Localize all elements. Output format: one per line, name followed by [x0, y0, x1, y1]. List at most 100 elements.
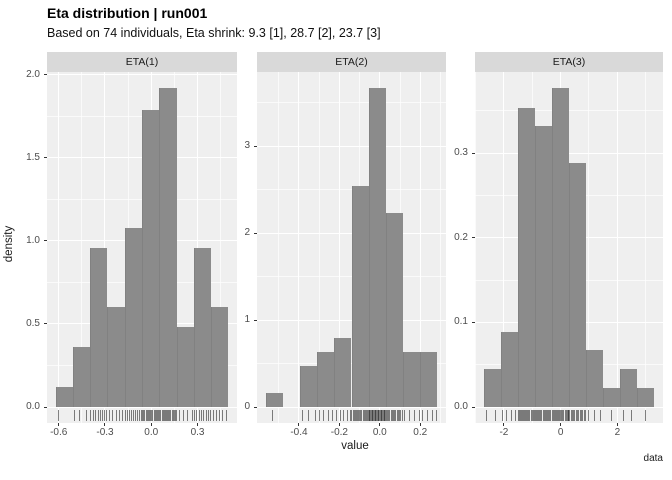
- rug-tick: [85, 410, 87, 422]
- x-tick-label: -0.3: [96, 427, 114, 438]
- x-tick-label: 0.0: [144, 427, 159, 438]
- histogram-bar: [603, 388, 621, 407]
- rug-tick: [547, 410, 549, 421]
- histogram-bar: [483, 368, 501, 407]
- gridline-minor-x: [318, 72, 320, 423]
- y-tick-label: 1.0: [26, 234, 40, 246]
- x-tick-mark: [58, 423, 60, 426]
- facet-panel-2: [257, 72, 446, 423]
- rug-tick: [494, 410, 496, 421]
- rug-tick: [79, 410, 81, 422]
- rug-tick: [353, 410, 355, 421]
- rug-tick: [395, 410, 397, 421]
- rug-tick: [374, 410, 376, 421]
- y-tick-mark: [44, 74, 47, 76]
- rug-tick: [583, 410, 585, 421]
- rug-tick: [354, 410, 356, 421]
- rug-tick: [90, 410, 92, 422]
- rug-tick: [131, 410, 132, 422]
- gridline-major-y: [257, 406, 446, 408]
- rug-tick: [389, 410, 391, 421]
- gridline-minor-x: [475, 72, 477, 423]
- rug-tick: [557, 410, 559, 421]
- rug-tick: [563, 410, 565, 421]
- rug-tick: [532, 410, 534, 421]
- histogram-bar: [334, 338, 352, 407]
- rug-tick: [153, 410, 155, 422]
- rug-tick: [422, 410, 424, 421]
- x-tick-mark: [379, 423, 381, 426]
- rug-tick: [352, 410, 354, 421]
- plot-subtitle: Based on 74 individuals, Eta shrink: 9.3…: [47, 26, 381, 40]
- rug-tick: [302, 410, 304, 421]
- rug-tick: [568, 410, 570, 421]
- x-tick-label: -2: [499, 427, 509, 438]
- y-tick-mark: [44, 240, 47, 242]
- rug-tick: [346, 410, 348, 421]
- rug-tick: [129, 410, 130, 422]
- rug-tick: [486, 410, 488, 421]
- rug-tick: [566, 410, 568, 421]
- rug-tick: [207, 410, 209, 422]
- rug-tick: [524, 410, 526, 421]
- y-tick-label: 0.0: [454, 401, 468, 412]
- rug-tick: [308, 410, 310, 421]
- x-tick-mark: [338, 423, 340, 426]
- rug-tick: [536, 410, 538, 421]
- rug-tick: [323, 410, 325, 421]
- rug-tick: [108, 410, 110, 422]
- facet-panel-3: [475, 72, 663, 423]
- y-tick-mark: [472, 321, 475, 323]
- rug-tick: [370, 410, 372, 421]
- gridline-minor-x: [645, 72, 647, 423]
- rug-tick: [543, 410, 545, 421]
- facet-strip-label: ETA(2): [335, 56, 368, 68]
- rug-tick: [171, 410, 173, 422]
- histogram-bar: [534, 126, 552, 407]
- rug-tick: [143, 410, 145, 422]
- rug-tick: [534, 410, 536, 421]
- rug-tick: [553, 410, 555, 421]
- rug-tick: [203, 410, 205, 422]
- rug-tick: [380, 410, 382, 421]
- rug-tick: [92, 410, 94, 422]
- rug-tick: [97, 410, 99, 422]
- rug-tick: [101, 410, 103, 422]
- rug-tick: [388, 410, 390, 421]
- rug-tick: [382, 410, 384, 421]
- y-tick-mark: [254, 406, 257, 408]
- histogram-bar: [500, 331, 518, 407]
- gridline-major-x: [419, 72, 421, 423]
- rug-tick: [559, 410, 561, 421]
- rug-tick: [355, 410, 357, 421]
- rug-tick: [151, 410, 153, 422]
- rug-tick: [414, 410, 416, 421]
- histogram-bar: [517, 108, 535, 407]
- rug-tick: [522, 410, 524, 421]
- rug-tick: [525, 410, 527, 421]
- rug-tick: [147, 410, 149, 422]
- histogram-bar: [193, 247, 212, 408]
- rug-tick: [528, 410, 530, 421]
- rug-tick: [622, 410, 624, 421]
- rug-tick: [385, 410, 387, 421]
- rug-tick: [160, 410, 162, 422]
- rug-tick: [574, 410, 576, 421]
- x-tick-mark: [560, 423, 562, 426]
- rug-tick: [394, 410, 396, 421]
- rug-tick: [390, 410, 392, 421]
- rug-tick: [150, 410, 152, 422]
- rug-tick: [582, 410, 584, 421]
- rug-tick: [219, 410, 221, 422]
- rug-tick: [517, 410, 519, 421]
- gridline-major-x: [503, 72, 505, 423]
- rug-tick: [205, 410, 207, 422]
- rug-tick: [332, 410, 334, 421]
- rug-tick: [519, 410, 521, 421]
- rug-tick: [142, 410, 144, 422]
- histogram-bar: [317, 352, 335, 407]
- rug-tick: [376, 410, 378, 421]
- plot-title: Eta distribution | run001: [47, 5, 208, 21]
- rug-tick: [554, 410, 556, 421]
- x-tick-label: -0.2: [330, 427, 348, 438]
